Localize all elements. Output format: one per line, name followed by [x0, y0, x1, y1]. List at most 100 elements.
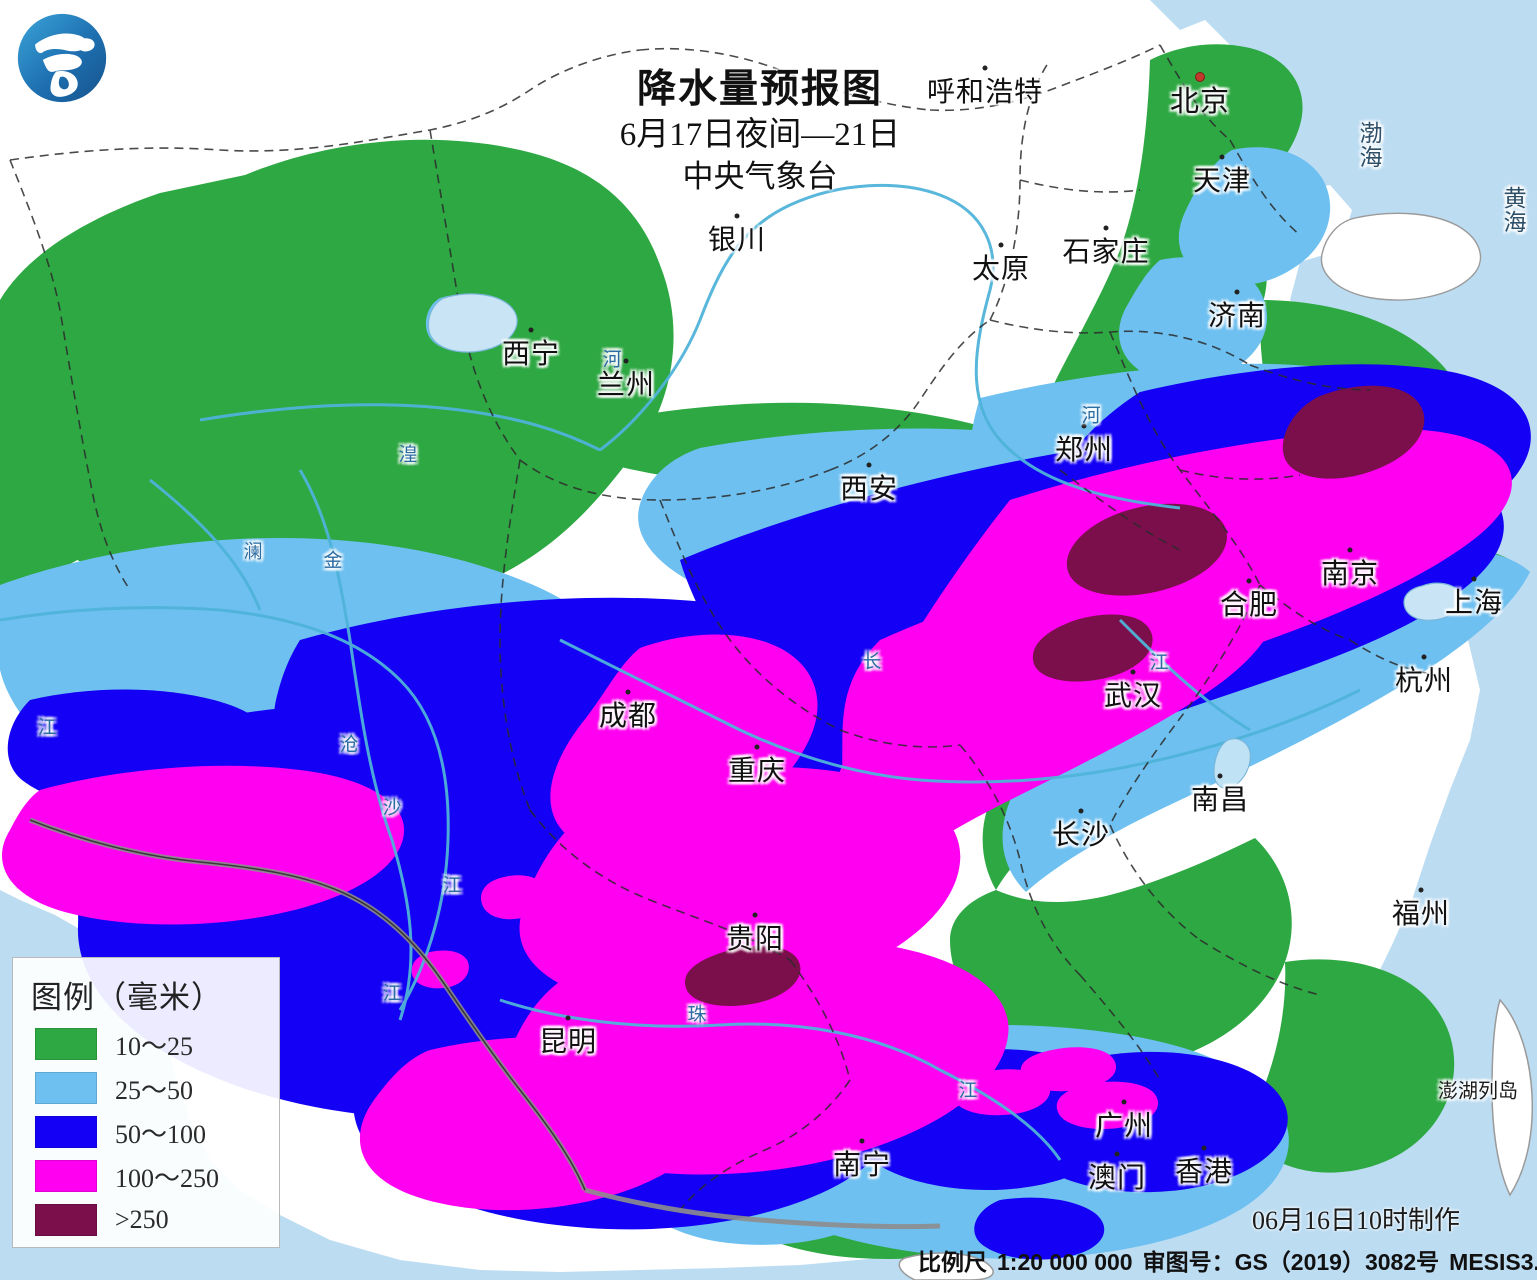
- city-label: 杭州: [1394, 666, 1454, 697]
- city-label: 长沙: [1051, 820, 1111, 851]
- legend-title: 图例（毫米）: [31, 980, 223, 1015]
- legend-color-swatch: [35, 1160, 97, 1192]
- legend-label: >250: [115, 1205, 169, 1234]
- city-label: 西安: [839, 474, 899, 505]
- city-marker-dot: [1418, 887, 1424, 893]
- city-marker-dot: [1103, 225, 1109, 231]
- city-label: 北京: [1169, 86, 1231, 118]
- city-marker-dot: [1471, 576, 1477, 582]
- city-marker-dot: [754, 744, 760, 750]
- city-marker-dot: [866, 462, 872, 468]
- city-marker-dot: [1114, 1151, 1120, 1157]
- legend-color-swatch: [35, 1204, 97, 1236]
- city-label: 重庆: [727, 756, 787, 787]
- river-label: 沧: [339, 734, 359, 756]
- river-label: 澜: [243, 541, 263, 563]
- city-marker-dot: [623, 358, 629, 364]
- legend-color-swatch: [35, 1116, 97, 1148]
- legend-panel: 图例（毫米） 10～25 25～50 50～100 100～250 >250: [12, 957, 280, 1248]
- city-marker-dot: [1234, 289, 1240, 295]
- band-100-250: [1, 429, 1512, 1211]
- city-marker-dot: [1195, 72, 1205, 82]
- river-label: 江: [37, 717, 57, 739]
- map-title-block: 降水量预报图 6月17日夜间—21日 中央气象台: [585, 68, 935, 195]
- city-marker-dot: [998, 242, 1004, 248]
- city-label: 福州: [1391, 899, 1451, 930]
- city-label: 银川: [707, 225, 767, 256]
- city-label: 澳门: [1087, 1163, 1147, 1194]
- island-label: 澎湖列岛: [1438, 1080, 1518, 1103]
- sea-label: 黄海: [1500, 186, 1525, 234]
- river-label: 金: [323, 550, 343, 572]
- city-marker-dot: [859, 1138, 865, 1144]
- city-label: 香港: [1174, 1157, 1234, 1188]
- qinghai-lake: [427, 293, 518, 353]
- legend-row: 25～50: [35, 1069, 279, 1107]
- legend-color-swatch: [35, 1072, 97, 1104]
- review-number: 审图号：GS（2019）3082号: [1142, 1249, 1440, 1275]
- city-label: 太原: [971, 254, 1031, 285]
- river-label: 江: [442, 875, 462, 897]
- city-label: 天津: [1192, 166, 1252, 197]
- hainan-island: [898, 1252, 994, 1280]
- legend-color-swatch: [35, 1028, 97, 1060]
- city-label: 成都: [598, 701, 658, 732]
- city-label: 武汉: [1103, 681, 1163, 712]
- river-label: 江: [1149, 652, 1169, 674]
- city-label: 石家庄: [1062, 237, 1150, 268]
- city-marker-dot: [1421, 654, 1427, 660]
- forecast-period: 6月17日夜间—21日: [619, 116, 901, 153]
- sea-label: 渤海: [1356, 121, 1381, 169]
- city-marker-dot: [1217, 773, 1223, 779]
- legend-rows: 10～25 25～50 50～100 100～250 >250: [13, 1025, 279, 1239]
- made-at-timestamp: 06月16日10时制作: [1252, 1206, 1461, 1235]
- cma-wind-logo-icon: [14, 10, 110, 106]
- legend-label: 25～50: [115, 1075, 194, 1105]
- river-label: 湟: [398, 444, 418, 466]
- legend-row: >250: [35, 1201, 279, 1239]
- system-version: MESIS3.0: [1449, 1249, 1537, 1275]
- band-gt250: [685, 385, 1425, 1007]
- legend-label: 10～25: [115, 1031, 194, 1061]
- city-marker-dot: [565, 1015, 571, 1021]
- city-label: 西宁: [501, 339, 561, 370]
- river-label: 河: [1081, 405, 1101, 427]
- taihu-lake: [1403, 582, 1462, 621]
- city-label: 上海: [1444, 588, 1504, 619]
- legend-label: 100～250: [115, 1163, 220, 1193]
- city-label: 济南: [1207, 301, 1267, 332]
- river-label: 江: [958, 1080, 978, 1102]
- issuing-agency: 中央气象台: [682, 159, 838, 195]
- city-marker-dot: [1347, 547, 1353, 553]
- city-marker-dot: [752, 912, 758, 918]
- city-label: 贵阳: [725, 924, 785, 955]
- city-label: 南京: [1320, 559, 1380, 590]
- city-label: 南宁: [832, 1150, 892, 1181]
- city-marker-dot: [734, 213, 740, 219]
- city-marker-dot: [1121, 1099, 1127, 1105]
- city-marker-dot: [1219, 154, 1225, 160]
- legend-label: 50～100: [115, 1119, 207, 1149]
- city-label: 兰州: [596, 370, 656, 401]
- legend-row: 100～250: [35, 1157, 279, 1195]
- city-label: 郑州: [1054, 435, 1114, 466]
- taiwan-island: [1491, 998, 1534, 1197]
- city-marker-dot: [625, 689, 631, 695]
- page-title: 降水量预报图: [636, 68, 883, 111]
- river-label: 江: [382, 983, 402, 1005]
- scale-and-review-info: 比例尺 1:20 000 000 审图号：GS（2019）3082号 MESIS3.0: [918, 1243, 1537, 1277]
- city-marker-dot: [1078, 808, 1084, 814]
- city-marker-dot: [528, 327, 534, 333]
- city-marker-dot: [982, 65, 988, 71]
- city-marker-dot: [1246, 578, 1252, 584]
- scale-value: 1:20 000 000: [997, 1249, 1133, 1275]
- national-border-inner: [29, 819, 586, 1191]
- city-label: 广州: [1094, 1111, 1154, 1142]
- city-label: 呼和浩特: [926, 77, 1044, 108]
- city-marker-dot: [1081, 423, 1087, 429]
- river-label: 珠: [687, 1004, 707, 1026]
- city-marker-dot: [1201, 1145, 1207, 1151]
- scale-label: 比例尺: [918, 1249, 987, 1275]
